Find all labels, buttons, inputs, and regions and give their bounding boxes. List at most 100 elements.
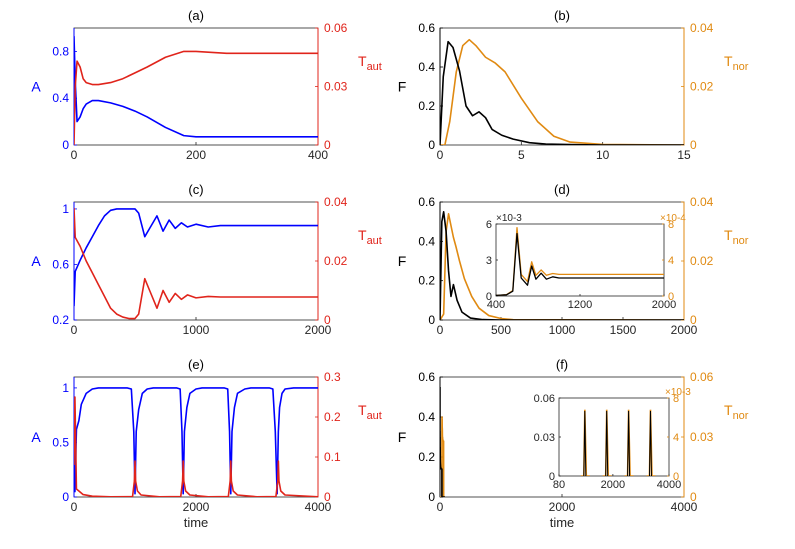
inset-series-group [580,409,656,476]
series-group [440,211,684,320]
right-axis-label: Tnor [724,227,749,247]
right-axis-label-main: T [358,402,367,418]
x-tick-label: 10 [596,148,610,162]
series-group [74,387,318,497]
right-axis-label-sub: nor [733,61,749,73]
inset-left-exponent: ×10-3 [496,213,522,224]
inset-spike-f [605,410,609,476]
right-y-tick-label: 0.1 [324,450,341,464]
left-y-tick-label: 0 [62,490,69,504]
right-y-tick-label: 0 [324,490,331,504]
right-y-tick-label: 0.03 [690,430,714,444]
right-y-tick-label: 0.02 [324,254,348,268]
inset-left-tick-label: 0.03 [534,432,555,444]
right-axis-label: Tnor [724,402,749,422]
series-a [74,387,318,495]
right-y-tick-label: 0.02 [690,80,714,94]
x-tick-label: 1000 [183,323,210,337]
right-axis-label-main: T [358,227,367,243]
left-y-tick-label: 0.4 [418,410,435,424]
left-y-tick-label: 1 [62,202,69,216]
series-f [440,211,684,320]
left-y-tick-label: 0.2 [418,274,435,288]
right-y-tick-label: 0.04 [324,195,348,209]
inset-x-tick-label: 80 [553,479,565,491]
axes-frame [73,27,319,146]
left-y-tick-label: 0.6 [418,370,435,384]
panel-title: (a) [188,8,204,23]
right-axis-label: Taut [358,53,382,73]
x-tick-label: 5 [518,148,525,162]
left-y-tick-label: 0.8 [52,44,69,58]
x-axis-label: time [184,515,209,530]
panel-title: (f) [556,357,568,372]
axes-frame [73,201,319,321]
right-axis-label-sub: aut [367,410,382,422]
inset-right-exponent: ×10-4 [660,213,686,224]
inset-series-group [496,226,664,296]
left-axis-label: F [398,429,407,445]
x-tick-label: 15 [677,148,691,162]
x-axis-label: time [550,515,575,530]
x-tick-label: 2000 [305,323,332,337]
x-tick-label: 0 [71,148,78,162]
inset-spike-f [627,410,631,476]
inset-x-tick-label: 2000 [652,299,676,311]
left-y-tick-label: 0.4 [418,60,435,74]
right-y-tick-label: 0 [690,138,697,152]
left-y-tick-label: 0.6 [418,21,435,35]
panel-e: (e) 0 2000 4000 time 0 0.5 1 A 0 0.1 0.2 0.3 Taut [31,357,382,530]
series-t-nor [440,213,684,320]
left-axis-label: A [31,429,41,445]
x-tick-label: 4000 [305,500,332,514]
series-f [440,386,445,497]
series-a [74,208,318,307]
left-y-tick-label: 0 [428,138,435,152]
right-axis-label-sub: nor [733,410,749,422]
series-t-nor [440,416,445,497]
left-y-tick-label: 0.2 [418,99,435,113]
right-y-tick-label: 0.04 [690,195,714,209]
right-axis-label: Taut [358,402,382,422]
series-t-aut [74,396,318,497]
left-y-tick-label: 1 [62,381,69,395]
left-y-tick-label: 0.4 [52,91,69,105]
x-tick-label: 0 [437,148,444,162]
left-axis-label: F [398,79,407,95]
left-y-tick-label: 0 [428,490,435,504]
left-y-tick-label: 0.2 [52,313,69,327]
right-y-tick-label: 0 [690,490,697,504]
inset-right-tick-label: 4 [668,255,674,267]
right-y-tick-label: 0 [324,313,331,327]
inset-x-tick-label: 400 [487,299,505,311]
series-t-nor [440,38,684,145]
x-tick-label: 500 [491,323,511,337]
inset-right-tick-label: 0 [668,291,674,303]
right-axis-label-main: T [724,227,733,243]
inset-spike-tnor [602,409,612,476]
left-y-tick-label: 0.6 [418,195,435,209]
inset-left-tick-label: 3 [486,255,492,267]
x-tick-label: 1500 [610,323,637,337]
inset-left-tick-label: 0 [549,471,555,483]
x-tick-label: 2000 [671,323,698,337]
right-y-tick-label: 0 [324,138,331,152]
series-group [74,207,318,320]
right-axis-label: Tnor [724,53,749,73]
left-y-tick-label: 0.4 [418,234,435,248]
x-tick-label: 2000 [183,500,210,514]
panel-f: (f) 0 2000 4000 time 0 0.2 0.4 0.6 F 0 0.03 0.06 Tnor… [398,357,749,530]
inset-spike-f [583,410,587,476]
inset-left-tick-label: 0 [486,291,492,303]
inset-x-tick-label: 4000 [657,479,681,491]
right-axis-label-sub: aut [367,235,382,247]
x-tick-label: 0 [71,500,78,514]
left-axis-label: F [398,253,407,269]
series-t-aut [74,207,318,320]
right-y-tick-label: 0.3 [324,370,341,384]
left-y-tick-label: 0 [62,138,69,152]
panel-c: (c) 0 1000 2000 0.2 0.6 1 A 0 0.02 0.04 Taut [31,182,382,337]
